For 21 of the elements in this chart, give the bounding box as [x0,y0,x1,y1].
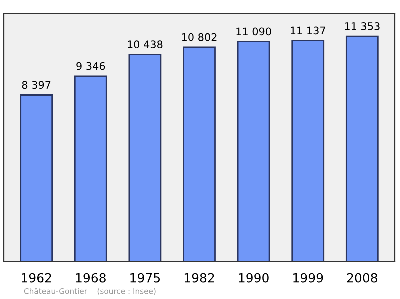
bar [346,36,379,262]
x-tick-label: 1962 [22,273,52,283]
data-label: 10 438 [128,40,163,49]
x-tick-label: 1968 [76,273,106,283]
bar [74,76,108,262]
data-label: 10 802 [182,33,217,42]
data-label: 11 137 [291,26,326,35]
x-tick-label: 1999 [294,273,324,283]
bar [237,41,270,262]
x-tick-label: 1982 [184,273,214,283]
x-tick-label: 2008 [347,273,378,283]
x-tick-label: 1975 [130,273,160,283]
data-label: 8 397 [22,81,51,90]
bar [128,54,162,262]
x-tick-label: 1990 [239,273,269,283]
bar [292,40,325,262]
data-label: 11 090 [236,28,272,36]
bar [183,46,216,262]
data-label: 9 346 [76,62,106,70]
data-label: 11 353 [345,22,380,30]
bar [20,94,54,262]
